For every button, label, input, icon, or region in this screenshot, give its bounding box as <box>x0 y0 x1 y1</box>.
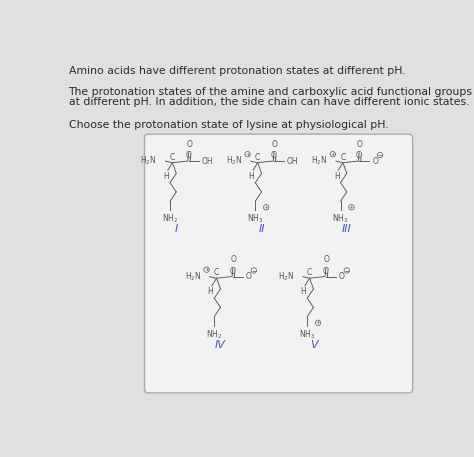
Text: C: C <box>185 151 191 160</box>
Text: at different pH. In addition, the side chain can have different ionic states.: at different pH. In addition, the side c… <box>69 97 469 107</box>
Text: O: O <box>231 255 237 264</box>
Text: NH$_3$: NH$_3$ <box>299 328 315 340</box>
Text: IV: IV <box>215 340 226 350</box>
Text: II: II <box>258 224 265 234</box>
Text: H: H <box>248 172 255 181</box>
Text: V: V <box>310 340 317 350</box>
Text: C: C <box>322 267 328 276</box>
Text: C: C <box>340 153 346 162</box>
Text: +: + <box>264 205 269 210</box>
Text: H$_2$N: H$_2$N <box>185 271 201 283</box>
Text: C: C <box>356 151 361 160</box>
Text: O: O <box>246 272 252 281</box>
Text: H: H <box>334 172 339 181</box>
Text: H$_2$N: H$_2$N <box>311 155 328 167</box>
Text: +: + <box>330 152 336 157</box>
Text: +: + <box>204 267 209 272</box>
Text: NH$_2$: NH$_2$ <box>162 213 178 225</box>
Text: NH$_3$: NH$_3$ <box>332 213 349 225</box>
Text: Amino acids have different protonation states at different pH.: Amino acids have different protonation s… <box>69 66 405 75</box>
FancyBboxPatch shape <box>145 134 413 393</box>
Text: C: C <box>255 153 260 162</box>
Text: −: − <box>377 153 383 158</box>
Text: H: H <box>301 287 306 297</box>
Text: O: O <box>357 140 363 149</box>
Text: H: H <box>208 287 213 297</box>
Text: C: C <box>271 151 276 160</box>
Text: O: O <box>324 255 329 264</box>
Text: NH$_3$: NH$_3$ <box>247 213 264 225</box>
Text: C: C <box>170 153 175 162</box>
Text: The protonation states of the amine and carboxylic acid functional groups can va: The protonation states of the amine and … <box>69 87 474 97</box>
Text: I: I <box>174 224 178 234</box>
Text: −: − <box>251 268 256 273</box>
Text: H$_2$N: H$_2$N <box>226 155 242 167</box>
Text: +: + <box>316 320 321 325</box>
Text: H: H <box>164 172 169 181</box>
Text: Choose the protonation state of lysine at physiological pH.: Choose the protonation state of lysine a… <box>69 120 388 129</box>
Text: NH$_2$: NH$_2$ <box>206 328 222 340</box>
Text: C: C <box>307 268 312 277</box>
Text: +: + <box>245 152 250 157</box>
Text: C: C <box>229 267 235 276</box>
Text: OH: OH <box>202 157 213 165</box>
Text: III: III <box>342 224 352 234</box>
Text: OH: OH <box>287 157 299 165</box>
Text: C: C <box>214 268 219 277</box>
Text: H$_2$N: H$_2$N <box>278 271 294 283</box>
Text: O: O <box>272 140 278 149</box>
Text: +: + <box>349 205 354 210</box>
Text: O: O <box>186 140 192 149</box>
Text: O: O <box>339 272 345 281</box>
Text: H$_2$N: H$_2$N <box>140 155 157 167</box>
Text: −: − <box>344 268 349 273</box>
Text: O: O <box>373 157 378 165</box>
